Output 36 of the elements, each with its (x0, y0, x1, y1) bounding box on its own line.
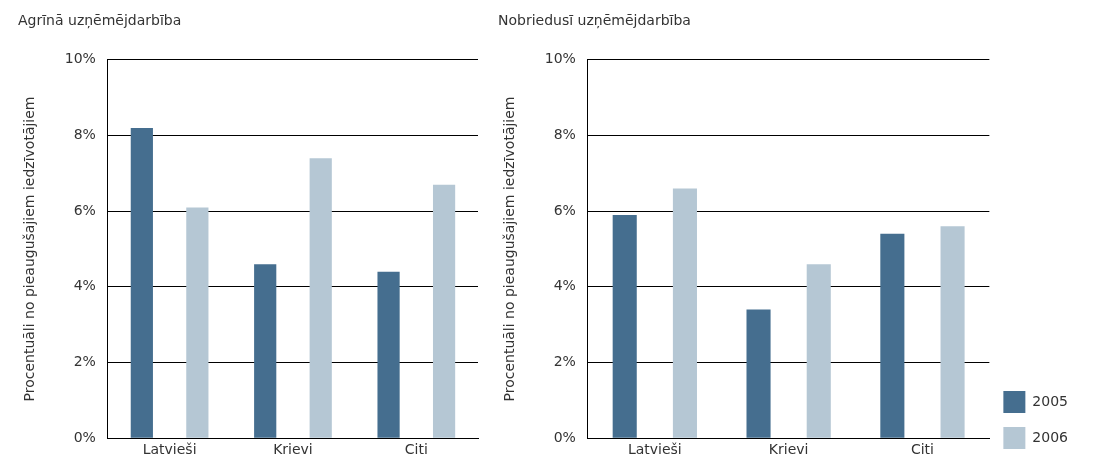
y-tick-label: 8% (73, 126, 96, 143)
bar (880, 233, 905, 438)
x-tick-label: Krievi (768, 441, 809, 458)
bar (254, 264, 277, 438)
bar (940, 226, 965, 438)
chart-title: Nobriedusī uzņēmējdarbība (498, 12, 691, 30)
bar (130, 127, 153, 438)
bar (377, 271, 400, 438)
x-tick-label: Krievi (273, 441, 313, 458)
bar (309, 158, 332, 438)
legend-label: 2005 (1032, 392, 1069, 409)
bar (746, 309, 771, 438)
y-tick-label: 6% (73, 201, 96, 218)
bar (186, 207, 209, 438)
chart-title: Agrīnā uzņēmējdarbība (18, 12, 182, 30)
y-tick-label: 0% (73, 428, 96, 445)
bar (432, 184, 456, 438)
bar (806, 264, 831, 438)
bar (612, 214, 637, 438)
x-tick-label: Citi (910, 441, 934, 458)
y-axis-title: Procentuāli no pieaugušajiem iedzīvotājiem (21, 96, 38, 402)
y-tick-label: 2% (73, 353, 96, 370)
y-tick-label: 0% (553, 428, 576, 445)
bar (672, 188, 697, 438)
y-tick-label: 2% (553, 353, 576, 370)
x-tick-label: Latvieši (627, 441, 682, 458)
y-tick-label: 4% (553, 277, 576, 294)
y-tick-label: 8% (553, 126, 576, 143)
legend-label: 2006 (1032, 428, 1069, 445)
y-tick-label: 4% (73, 277, 96, 294)
x-tick-label: Latvieši (142, 441, 197, 458)
y-tick-label: 10% (64, 50, 96, 67)
y-tick-label: 6% (553, 201, 576, 218)
y-axis-title: Procentuāli no pieaugušajiem iedzīvotājiem (501, 96, 518, 402)
x-tick-label: Citi (404, 441, 428, 458)
y-tick-label: 10% (544, 50, 576, 67)
